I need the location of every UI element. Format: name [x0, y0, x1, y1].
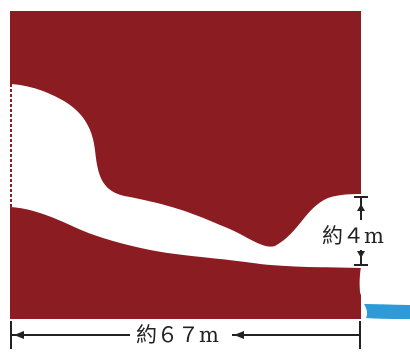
right-open-area [359, 11, 410, 308]
water [364, 304, 410, 319]
width-marker [10, 321, 361, 349]
height-label: 約４m [322, 224, 384, 248]
upper-cave-opening [10, 84, 362, 268]
width-label: 約６７m [136, 323, 219, 347]
height-label-bg [320, 220, 388, 250]
